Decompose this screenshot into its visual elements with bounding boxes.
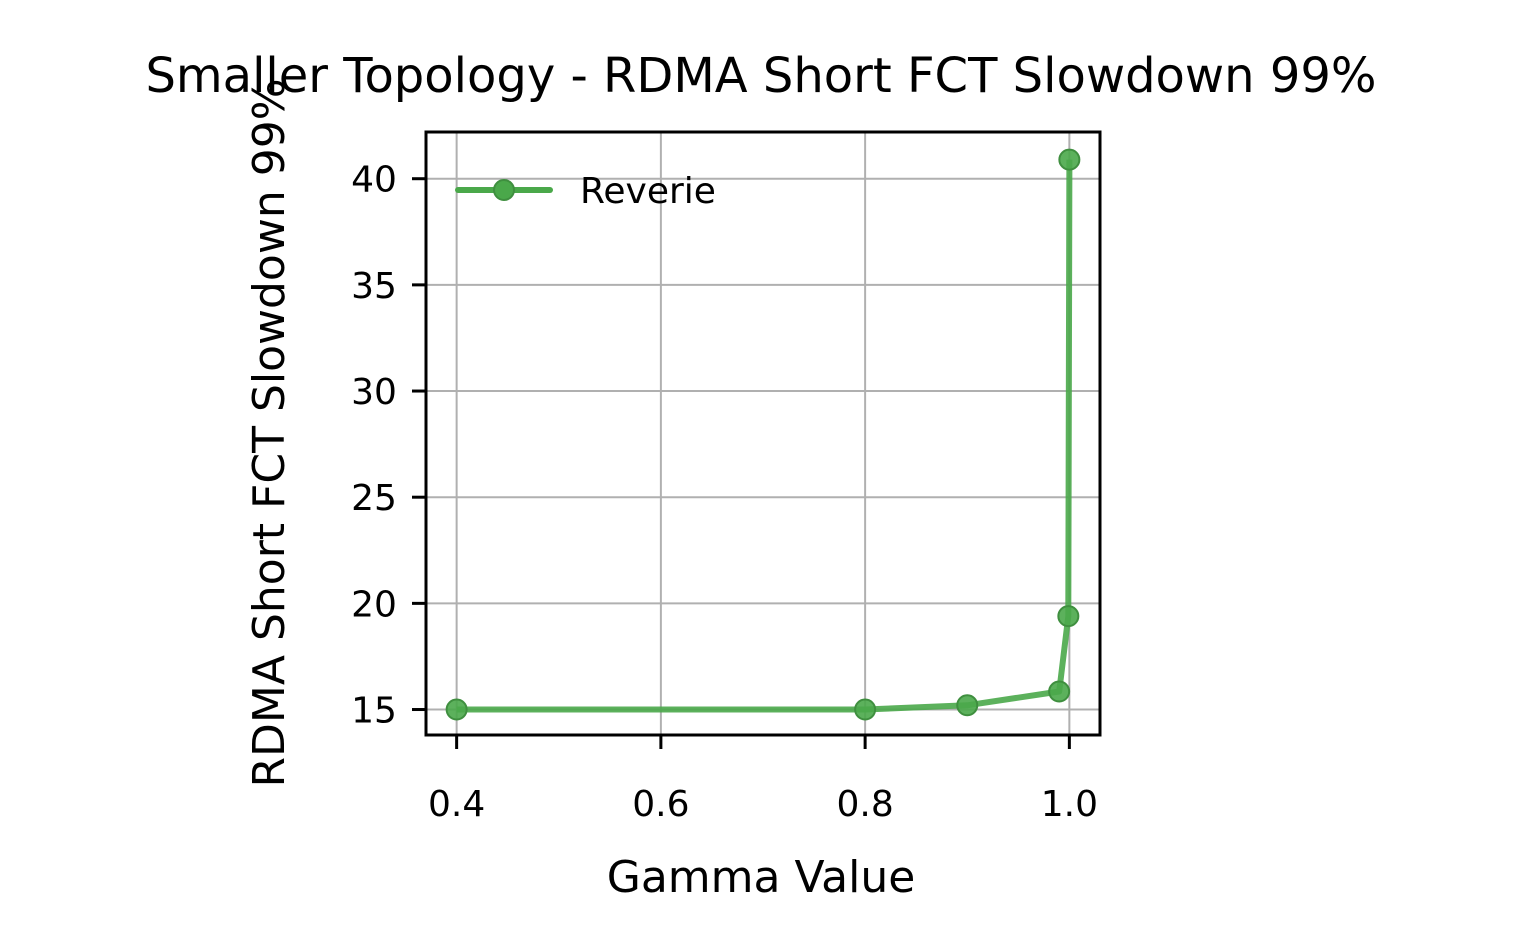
data-point bbox=[956, 694, 979, 717]
chart-title: Smaller Topology - RDMA Short FCT Slowdo… bbox=[145, 48, 1376, 104]
y-tick-label: 25 bbox=[351, 478, 397, 519]
y-axis-label: RDMA Short FCT Slowdown 99% bbox=[244, 78, 295, 787]
y-tick-label: 35 bbox=[351, 266, 397, 307]
series-line-reverie bbox=[456, 159, 1073, 713]
plot-frame bbox=[424, 130, 1102, 737]
data-point bbox=[1058, 148, 1081, 171]
y-tick-label: 30 bbox=[351, 372, 397, 413]
series-group bbox=[445, 148, 1081, 721]
legend-label-reverie: Reverie bbox=[580, 171, 716, 212]
x-tick-label: 0.6 bbox=[632, 784, 689, 825]
x-tick-label: 0.4 bbox=[428, 784, 485, 825]
x-axis-ticks: 0.4 0.6 0.8 1.0 bbox=[428, 735, 1098, 825]
data-point bbox=[1048, 680, 1071, 703]
data-point bbox=[1057, 605, 1080, 628]
y-axis-ticks: 15 20 25 30 35 40 bbox=[351, 160, 426, 732]
x-tick-label: 0.8 bbox=[836, 784, 893, 825]
legend-marker bbox=[493, 179, 515, 201]
gridlines bbox=[426, 132, 1100, 735]
x-tick-label: 1.0 bbox=[1041, 784, 1098, 825]
legend: Reverie bbox=[455, 171, 716, 212]
y-tick-label: 40 bbox=[351, 160, 397, 201]
data-point bbox=[854, 698, 877, 721]
x-axis-label: Gamma Value bbox=[607, 852, 916, 903]
y-tick-label: 20 bbox=[351, 584, 397, 625]
y-tick-label: 15 bbox=[351, 691, 397, 732]
data-point bbox=[445, 698, 468, 721]
